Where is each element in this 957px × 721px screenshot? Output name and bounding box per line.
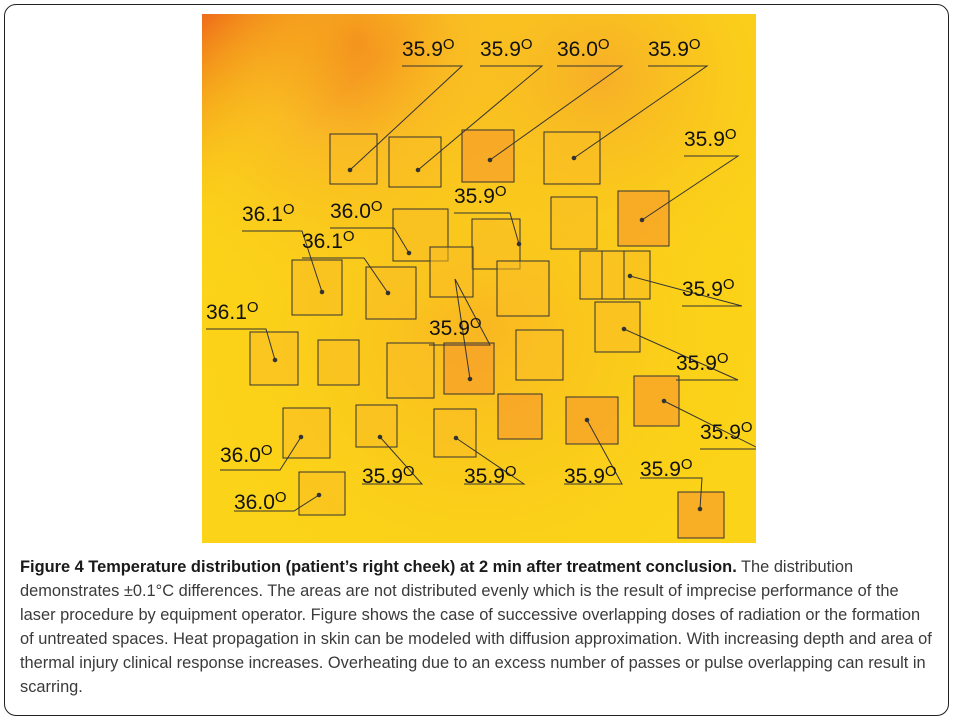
annotation-leader-line [573, 65, 709, 159]
annotation-pointer [467, 376, 473, 382]
annotation-pointer [639, 217, 645, 223]
annotation-pointer [571, 155, 577, 161]
annotation-pointer [406, 250, 412, 256]
annotation-pointer [298, 434, 304, 440]
annotation-pointer [487, 157, 493, 163]
annotation-pointer [377, 434, 383, 440]
temperature-label: 36.0O [330, 198, 383, 223]
caption-title: Figure 4 Temperature distribution (patie… [20, 558, 737, 576]
annotation-pointer [385, 290, 391, 296]
annotation-pointer [319, 289, 325, 295]
temperature-label: 35.9O [700, 419, 753, 444]
annotation-leader-line [455, 437, 526, 485]
temperature-label: 35.9O [676, 350, 729, 375]
annotation-leader-line [206, 328, 276, 361]
annotation-leader-line [663, 400, 756, 450]
annotation-leader-line [429, 278, 491, 380]
treatment-area-box [550, 196, 598, 250]
treatment-area-box [601, 250, 625, 300]
annotation-pointer [316, 492, 322, 498]
figure-caption: Figure 4 Temperature distribution (patie… [20, 555, 935, 699]
annotation-leader-line [234, 494, 320, 512]
annotation-leader-line [641, 155, 740, 221]
annotation-leader-line [302, 257, 389, 294]
treatment-area-box [433, 408, 477, 458]
annotation-pointer [661, 398, 667, 404]
annotation-leader-line [220, 436, 302, 471]
treatment-area-box [594, 301, 641, 353]
treatment-area-box [329, 133, 378, 185]
treatment-area-box [579, 250, 603, 300]
annotation-leader-line [629, 275, 743, 307]
annotation-leader-line [417, 65, 544, 171]
treatment-area-box [317, 339, 360, 386]
temperature-label: 36.1O [242, 201, 295, 226]
treatment-area-box [282, 407, 331, 459]
treatment-area-box [633, 375, 680, 427]
annotation-pointer [347, 167, 353, 173]
annotation-leader-line [489, 65, 624, 161]
annotation-pointer [697, 506, 703, 512]
annotation-pointer [584, 417, 590, 423]
annotation-leader-line [454, 212, 520, 245]
treatment-area-box [386, 342, 435, 399]
annotation-leader-line [330, 227, 410, 254]
annotation-leader-line [623, 328, 739, 381]
treatment-area-box [515, 329, 564, 381]
annotation-pointer [621, 326, 627, 332]
annotation-leader-line [242, 230, 323, 293]
treatment-area-box [355, 404, 398, 448]
treatment-area-box [461, 129, 515, 183]
treatment-area-box [496, 260, 550, 317]
treatment-area-box [291, 259, 343, 316]
annotation-pointer [415, 167, 421, 173]
treatment-area-box [365, 266, 417, 320]
treatment-area-box [298, 471, 346, 516]
temperature-label: 36.0O [234, 489, 287, 514]
treatment-area-box [429, 246, 474, 298]
annotation-leader-line [362, 436, 424, 485]
temperature-label: 35.9O [362, 463, 415, 488]
treatment-area-box [443, 342, 495, 395]
annotation-leader-line [640, 477, 703, 510]
annotation-pointer [272, 357, 278, 363]
annotation-leader-line [564, 419, 623, 485]
thermal-figure: 35.9O 35.9O 36.0O 35.9O 35.9O 36.1O 36.0O 35.9O… [202, 14, 756, 543]
treatment-area-box [623, 250, 651, 300]
treatment-area-box [565, 396, 619, 445]
annotation-pointer [627, 273, 633, 279]
caption-body: The distribution demonstrates ±0.1°C dif… [20, 558, 932, 696]
annotation-pointer [453, 435, 459, 441]
annotation-pointer [516, 241, 522, 247]
annotation-leader-line [349, 65, 464, 171]
treatment-area-box [497, 393, 543, 440]
treatment-area-box [388, 136, 442, 188]
